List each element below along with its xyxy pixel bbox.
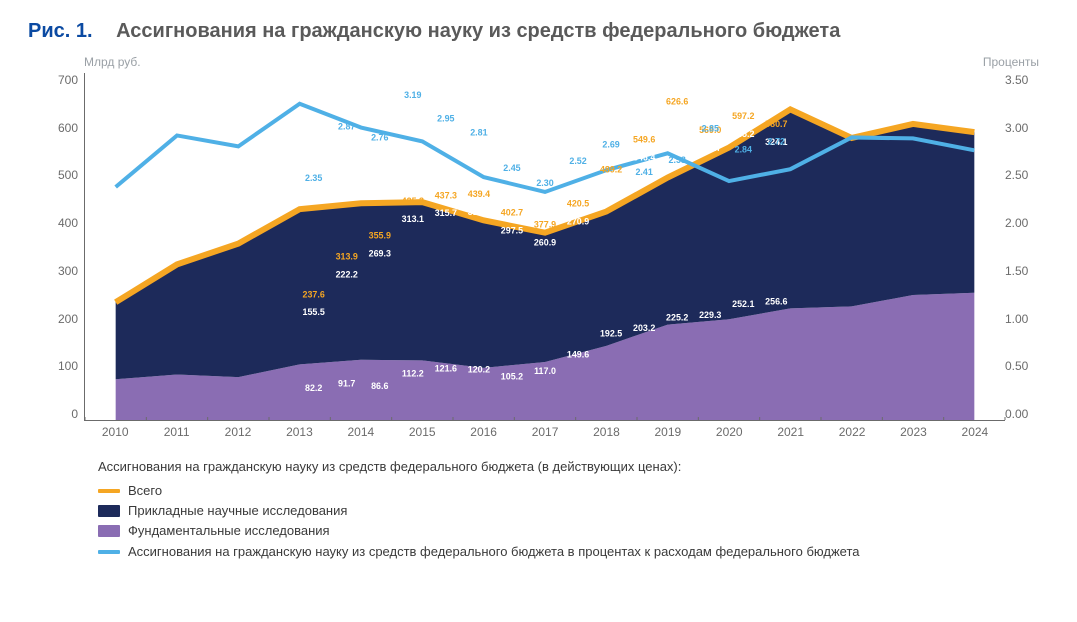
y-left-tick: 400: [58, 216, 78, 230]
y-right-tick: 3.00: [1005, 121, 1028, 135]
x-tick: 2012: [207, 421, 268, 443]
swatch-percent: [98, 550, 120, 554]
x-tick: 2015: [391, 421, 452, 443]
swatch-total: [98, 489, 120, 493]
x-tick: 2021: [759, 421, 820, 443]
y-right-tick: 0.50: [1005, 359, 1028, 373]
y-axis-right: 3.50 3.00 2.50 2.00 1.50 1.00 0.50 0.00: [999, 73, 1055, 421]
x-tick: 2017: [514, 421, 575, 443]
chart-area: 7006005004003002001000 3.503.002.502.001…: [84, 73, 1005, 443]
y-left-tick: 700: [58, 73, 78, 87]
y-left-label: Млрд руб.: [84, 55, 141, 69]
legend-applied-label: Прикладные научные исследования: [128, 501, 347, 521]
legend: Ассигнования на гражданскую науку из сре…: [98, 457, 1049, 562]
y-left-tick: 500: [58, 168, 78, 182]
legend-fundamental: Фундаментальные исследования: [98, 521, 1049, 541]
legend-total-label: Всего: [128, 481, 162, 501]
y-right-tick: 0.00: [1005, 407, 1028, 421]
x-tick: 2016: [452, 421, 513, 443]
x-axis: 2010201120122013201420152016201720182019…: [84, 421, 1005, 443]
y-right-tick: 1.50: [1005, 264, 1028, 278]
axis-labels: Млрд руб. Проценты: [28, 55, 1049, 71]
legend-applied: Прикладные научные исследования: [98, 501, 1049, 521]
x-tick: 2019: [637, 421, 698, 443]
x-tick: 2014: [330, 421, 391, 443]
x-tick: 2023: [882, 421, 943, 443]
x-tick: 2022: [821, 421, 882, 443]
x-tick: 2013: [268, 421, 329, 443]
y-left-tick: 600: [58, 121, 78, 135]
y-right-tick: 2.00: [1005, 216, 1028, 230]
swatch-fundamental: [98, 525, 120, 537]
y-axis-left: 700 600 500 400 300 200 100 0: [28, 73, 84, 421]
plot-area: 82.291.786.6112.2121.6120.2105.2117.0149…: [84, 73, 1005, 421]
legend-percent: Ассигнования на гражданскую науку из сре…: [98, 542, 1049, 562]
x-tick: 2024: [944, 421, 1005, 443]
figure-number: Рис. 1.: [28, 20, 93, 42]
swatch-applied: [98, 505, 120, 517]
x-tick: 2011: [145, 421, 206, 443]
legend-percent-label: Ассигнования на гражданскую науку из сре…: [128, 542, 859, 562]
chart-svg: [85, 73, 1005, 420]
x-tick: 2010: [84, 421, 145, 443]
y-right-tick: 1.00: [1005, 312, 1028, 326]
y-left-tick: 300: [58, 264, 78, 278]
x-tick: 2020: [698, 421, 759, 443]
y-left-tick: 200: [58, 312, 78, 326]
y-left-tick: 100: [58, 359, 78, 373]
y-right-tick: 2.50: [1005, 168, 1028, 182]
y-left-tick: 0: [71, 407, 78, 421]
x-tick: 2018: [575, 421, 636, 443]
legend-caption: Ассигнования на гражданскую науку из сре…: [98, 457, 1049, 477]
legend-total: Всего: [98, 481, 1049, 501]
y-right-tick: 3.50: [1005, 73, 1028, 87]
figure-title-text: Ассигнования на гражданскую науку из сре…: [116, 20, 840, 42]
y-right-label: Проценты: [983, 55, 1039, 69]
figure-title: Рис. 1. Ассигнования на гражданскую наук…: [28, 20, 1049, 43]
legend-fundamental-label: Фундаментальные исследования: [128, 521, 330, 541]
